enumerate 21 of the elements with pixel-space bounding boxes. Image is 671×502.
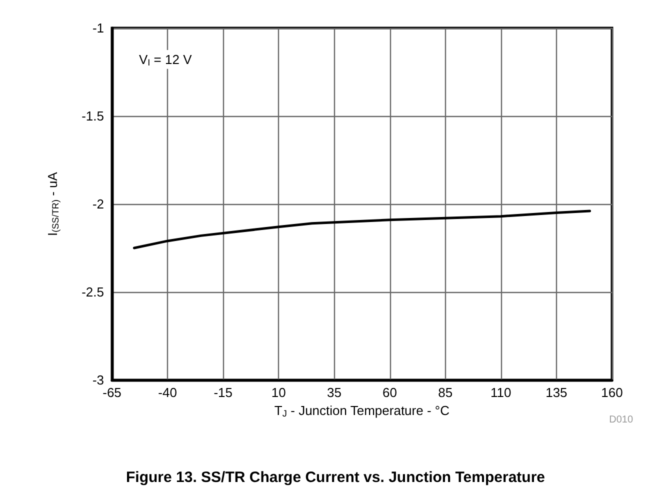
x-tick-label: 10 xyxy=(271,385,286,400)
y-tick-label: -2 xyxy=(92,196,104,212)
x-tick-label: 35 xyxy=(326,385,342,400)
x-tick-label: -15 xyxy=(214,385,233,400)
annotation: VI = 12 V xyxy=(139,52,192,68)
text: Figure 13. SS/TR Charge Current vs. Junction Temperature xyxy=(126,469,545,486)
y-tick-label: -3 xyxy=(92,372,104,388)
x-tick-label: 135 xyxy=(546,385,568,400)
x-tick-label: 60 xyxy=(382,385,398,400)
line-series xyxy=(132,210,592,250)
y-axis-title: I(SS/TR) - uA xyxy=(45,172,60,236)
y-tick-label: -1.5 xyxy=(82,108,104,124)
x-tick-label: 110 xyxy=(490,385,512,400)
text: D010 xyxy=(609,414,634,426)
y-tick-label: -1 xyxy=(92,20,104,36)
y-tick-label: -2.5 xyxy=(82,284,104,300)
x-tick-label: 160 xyxy=(601,385,623,400)
x-tick-label: 85 xyxy=(438,385,453,400)
x-tick-label: -65 xyxy=(102,385,122,400)
x-tick-label: -40 xyxy=(158,385,177,400)
x-axis-title: TJ - Junction Temperature - °C xyxy=(274,402,450,418)
